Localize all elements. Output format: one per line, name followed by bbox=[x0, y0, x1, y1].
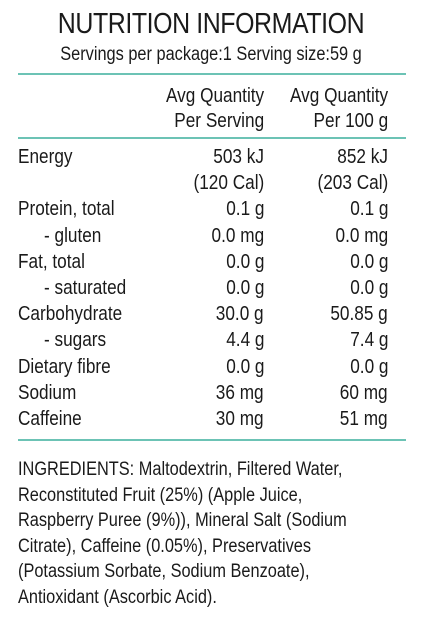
nutrient-row: Fat, total 0.0 g 0.0 g bbox=[0, 249, 422, 275]
per-serving-value: 30 mg bbox=[216, 408, 264, 430]
header-per-100g-line1: Avg Quantity bbox=[289, 85, 388, 107]
nutrient-row: (120 Cal) (203 Cal) bbox=[0, 170, 422, 196]
divider-bottom bbox=[18, 439, 406, 441]
per-100g-value: (203 Cal) bbox=[317, 172, 388, 195]
ingredients-line: Raspberry Puree (9%)), Mineral Salt (Sod… bbox=[18, 510, 347, 531]
per-100g-value: 0.0 g bbox=[349, 277, 388, 299]
per-serving-value: 0.0 mg bbox=[211, 224, 264, 247]
nutrient-row: - sugars 4.4 g 7.4 g bbox=[0, 327, 422, 353]
nutrient-label: - sugars bbox=[44, 329, 107, 352]
ingredients-line: (Potassium Sorbate, Sodium Benzoate), bbox=[18, 561, 310, 582]
per-serving-value: 503 kJ bbox=[213, 146, 264, 168]
ingredients-line: Citrate), Caffeine (0.05%), Preservative… bbox=[18, 535, 312, 557]
nutrient-row: Dietary fibre 0.0 g 0.0 g bbox=[0, 354, 422, 380]
serving-info: Servings per package:1 Serving size:59 g bbox=[60, 44, 362, 65]
ingredients-line: Reconstituted Fruit (25%) (Apple Juice, bbox=[18, 484, 303, 506]
per-100g-value: 0.1 g bbox=[349, 198, 388, 221]
per-serving-value: 4.4 g bbox=[225, 329, 264, 352]
nutrient-row: - gluten 0.0 mg 0.0 mg bbox=[0, 223, 422, 249]
per-serving-value: 0.1 g bbox=[225, 198, 264, 221]
nutrient-row: - saturated 0.0 g 0.0 g bbox=[0, 275, 422, 301]
per-100g-value: 50.85 g bbox=[330, 303, 388, 326]
panel-title: NUTRITION INFORMATION bbox=[57, 8, 365, 40]
per-serving-value: 30.0 g bbox=[216, 303, 264, 326]
per-serving-value: 0.0 g bbox=[225, 250, 264, 273]
nutrient-row: Carbohydrate 30.0 g 50.85 g bbox=[0, 301, 422, 327]
per-serving-value: 0.0 g bbox=[225, 355, 264, 378]
ingredients-line: Antioxidant (Ascorbic Acid). bbox=[18, 586, 217, 608]
per-100g-value: 0.0 mg bbox=[335, 224, 388, 247]
nutrient-label: Fat, total bbox=[18, 250, 85, 273]
nutrient-row: Caffeine 30 mg 51 mg bbox=[0, 406, 422, 432]
nutrient-row: Sodium 36 mg 60 mg bbox=[0, 380, 422, 406]
per-100g-value: 0.0 g bbox=[349, 250, 388, 273]
header-per-serving: Avg Quantity Per Serving bbox=[166, 84, 264, 134]
nutrient-label: Carbohydrate bbox=[18, 303, 123, 326]
per-serving-value: (120 Cal) bbox=[193, 172, 264, 195]
per-100g-value: 60 mg bbox=[340, 381, 388, 404]
nutrient-label: Protein, total bbox=[18, 198, 115, 221]
per-100g-value: 0.0 g bbox=[349, 355, 388, 378]
ingredients-text: INGREDIENTS: Maltodextrin, Filtered Wate… bbox=[18, 457, 401, 610]
nutrient-label: Dietary fibre bbox=[18, 355, 111, 378]
header-per-serving-line1: Avg Quantity bbox=[165, 85, 264, 107]
nutrient-label: - saturated bbox=[44, 277, 127, 299]
per-100g-value: 852 kJ bbox=[337, 146, 388, 168]
nutrient-row: Protein, total 0.1 g 0.1 g bbox=[0, 196, 422, 222]
ingredients-line: INGREDIENTS: Maltodextrin, Filtered Wate… bbox=[18, 459, 343, 480]
divider-top bbox=[18, 73, 406, 75]
nutrient-label: Caffeine bbox=[18, 408, 82, 430]
per-serving-value: 36 mg bbox=[216, 381, 264, 404]
nutrient-row: Energy 503 kJ 852 kJ bbox=[0, 144, 422, 170]
divider-header bbox=[18, 137, 406, 139]
header-per-100g-line2: Per 100 g bbox=[313, 110, 388, 132]
nutrient-label: Energy bbox=[18, 146, 73, 168]
per-100g-value: 7.4 g bbox=[349, 329, 388, 352]
per-serving-value: 0.0 g bbox=[225, 277, 264, 299]
nutrient-label: Sodium bbox=[18, 381, 77, 404]
header-per-serving-line2: Per Serving bbox=[174, 110, 264, 132]
header-per-100g: Avg Quantity Per 100 g bbox=[290, 84, 388, 134]
nutrient-label: - gluten bbox=[44, 224, 102, 247]
per-100g-value: 51 mg bbox=[340, 408, 388, 430]
